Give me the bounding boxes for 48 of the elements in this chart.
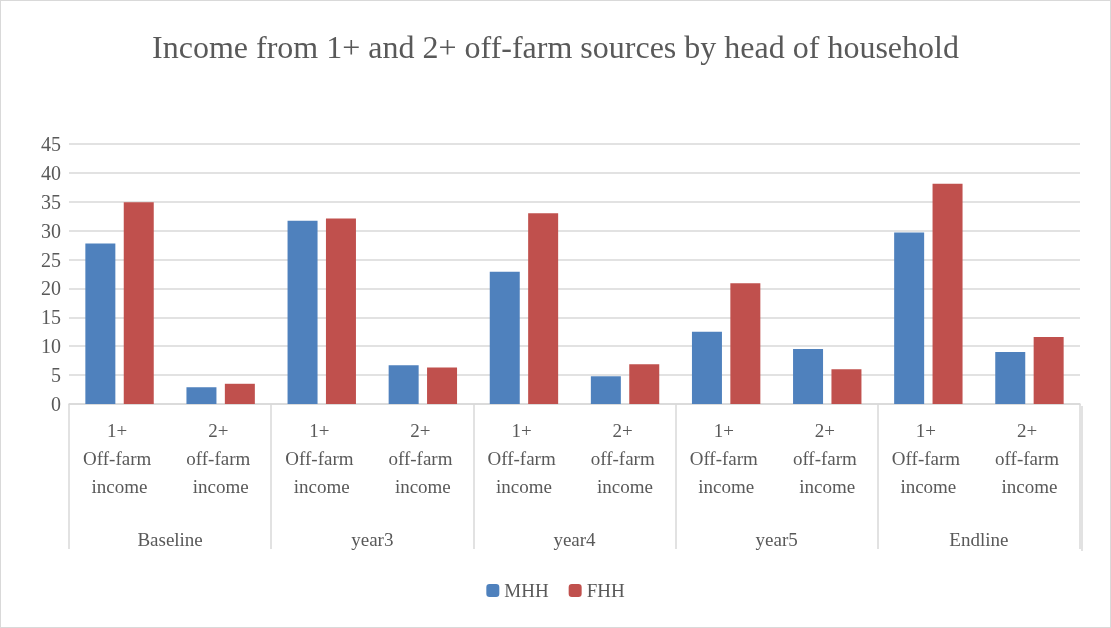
y-tick-label: 30 xyxy=(41,219,61,242)
bar xyxy=(186,387,217,404)
bar xyxy=(590,376,621,404)
bar xyxy=(489,271,520,404)
bar xyxy=(691,331,722,404)
x-tick-label: 1+ Off-farm income xyxy=(285,419,359,497)
bar xyxy=(1033,336,1064,404)
chart-title: Income from 1+ and 2+ off-farm sources by head of household xyxy=(152,29,959,65)
y-tick-label: 25 xyxy=(41,248,61,271)
x-tick-label: 2+ off-farm income xyxy=(388,419,458,497)
bar xyxy=(85,243,116,404)
y-tick-label: 10 xyxy=(41,335,61,358)
bar xyxy=(730,283,761,404)
x-tick-label: 2+ off-farm income xyxy=(186,419,256,497)
x-tick-label: 1+ Off-farm income xyxy=(487,419,561,497)
bar xyxy=(629,364,660,404)
bar xyxy=(123,202,154,404)
x-tick-label: 1+ Off-farm income xyxy=(689,419,763,497)
y-tick-label: 45 xyxy=(41,133,61,155)
text: year3 xyxy=(351,528,394,550)
legend-label: FHH xyxy=(586,580,625,601)
text: Baseline xyxy=(137,528,203,550)
x-tick-label: 1+ Off-farm income xyxy=(83,419,157,497)
bar xyxy=(831,369,862,404)
bar xyxy=(894,232,925,404)
x-tick-label: 2+ off-farm income xyxy=(590,419,660,497)
bar xyxy=(995,352,1026,404)
bar xyxy=(528,213,559,404)
y-tick-label: 0 xyxy=(51,393,61,415)
x-tick-label: 2+ off-farm income xyxy=(995,419,1064,497)
text: year5 xyxy=(755,528,798,550)
bar xyxy=(325,218,356,404)
bar xyxy=(287,220,318,404)
text: Endline xyxy=(949,528,1009,550)
y-tick-label: 15 xyxy=(41,306,61,329)
y-tick-label: 5 xyxy=(51,364,61,387)
y-tick-label: 35 xyxy=(41,190,61,213)
x-tick-label: 1+ Off-farm income xyxy=(891,419,965,497)
x-tick-label: 2+ off-farm income xyxy=(792,419,862,497)
bar xyxy=(388,365,419,404)
y-tick-label: 20 xyxy=(41,277,61,300)
bar xyxy=(932,183,963,404)
y-tick-label: 40 xyxy=(41,161,61,184)
bar xyxy=(427,367,458,404)
legend-label: MHH xyxy=(504,580,549,601)
bar xyxy=(793,349,824,404)
text: year4 xyxy=(553,528,597,550)
bar xyxy=(224,383,255,404)
